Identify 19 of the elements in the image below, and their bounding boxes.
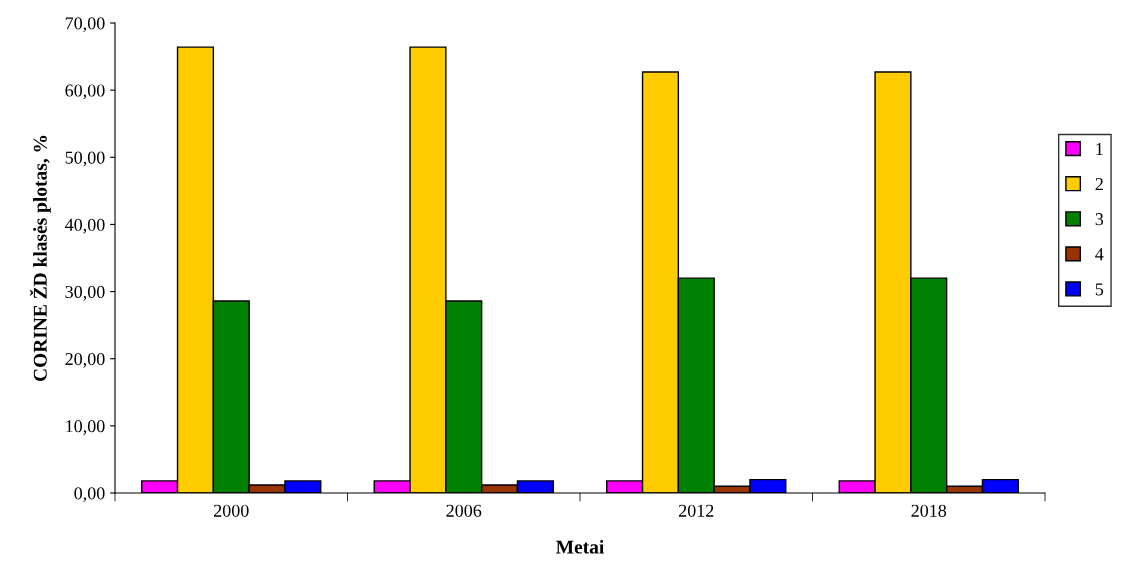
x-tick-label: 2012 bbox=[678, 504, 714, 517]
y-tick-label: 10,00 bbox=[66, 420, 105, 435]
y-axis-title: CORINE ŽD klasės plotas, % bbox=[29, 135, 51, 382]
x-tick-label: 2000 bbox=[213, 504, 249, 517]
legend-label: 2 bbox=[1095, 178, 1103, 190]
y-tick-label: 0,00 bbox=[74, 487, 105, 503]
x-tick-label: 2018 bbox=[911, 504, 947, 517]
y-tick-label: 30,00 bbox=[65, 285, 105, 301]
legend-label: 5 bbox=[1095, 283, 1104, 296]
y-tick-label: 50,00 bbox=[65, 151, 105, 167]
x-axis-title: Metai bbox=[556, 539, 604, 554]
y-tick-label: 60,00 bbox=[65, 84, 105, 100]
legend-label: 4 bbox=[1095, 248, 1104, 261]
x-tick-label: 2006 bbox=[446, 504, 482, 517]
y-tick-label: 20,00 bbox=[65, 352, 105, 368]
legend-label: 1 bbox=[1096, 142, 1103, 155]
y-tick-label: 70,00 bbox=[65, 17, 105, 33]
legend-label: 3 bbox=[1095, 213, 1104, 226]
y-tick-label: 40,00 bbox=[65, 218, 105, 234]
